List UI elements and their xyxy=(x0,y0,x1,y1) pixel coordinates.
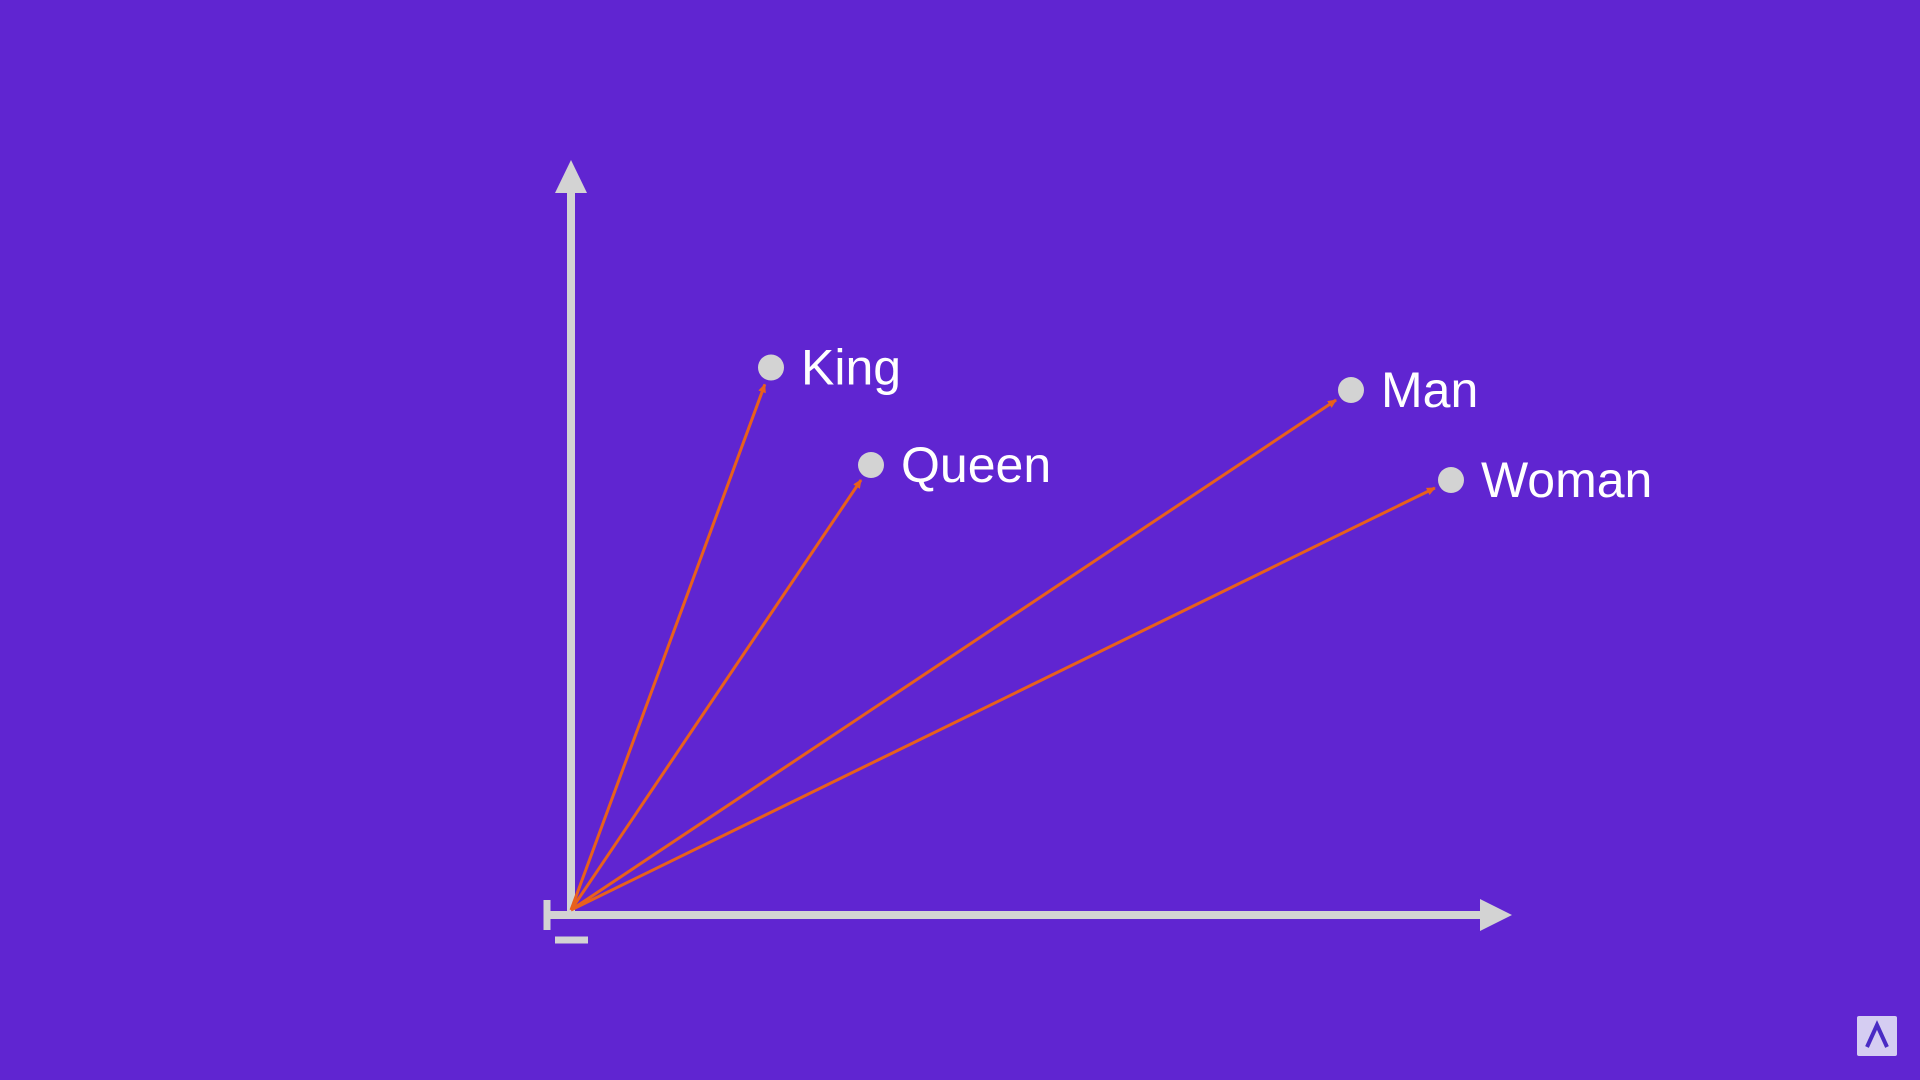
lambda-logo-icon xyxy=(1857,1016,1897,1056)
word-vectors xyxy=(569,383,1436,912)
word-label-man: Man xyxy=(1381,362,1478,418)
word-point-king xyxy=(758,354,784,381)
word-label-woman: Woman xyxy=(1481,452,1652,508)
y-axis-arrowhead xyxy=(555,160,587,193)
x-axis-arrowhead xyxy=(1480,899,1512,931)
vector-arrow-queen xyxy=(569,479,863,911)
word-point-queen xyxy=(858,452,884,478)
word-label-queen: Queen xyxy=(901,437,1051,493)
vector-arrow-man xyxy=(570,398,1337,912)
vector-arrow-woman xyxy=(570,486,1436,912)
word-point-woman xyxy=(1438,467,1464,493)
word-label-king: King xyxy=(801,340,901,396)
vector-arrow-king xyxy=(569,383,767,911)
word-point-man xyxy=(1338,377,1364,403)
